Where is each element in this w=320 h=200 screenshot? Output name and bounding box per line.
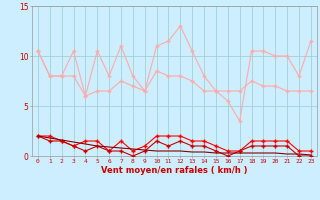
X-axis label: Vent moyen/en rafales ( km/h ): Vent moyen/en rafales ( km/h ) <box>101 166 248 175</box>
